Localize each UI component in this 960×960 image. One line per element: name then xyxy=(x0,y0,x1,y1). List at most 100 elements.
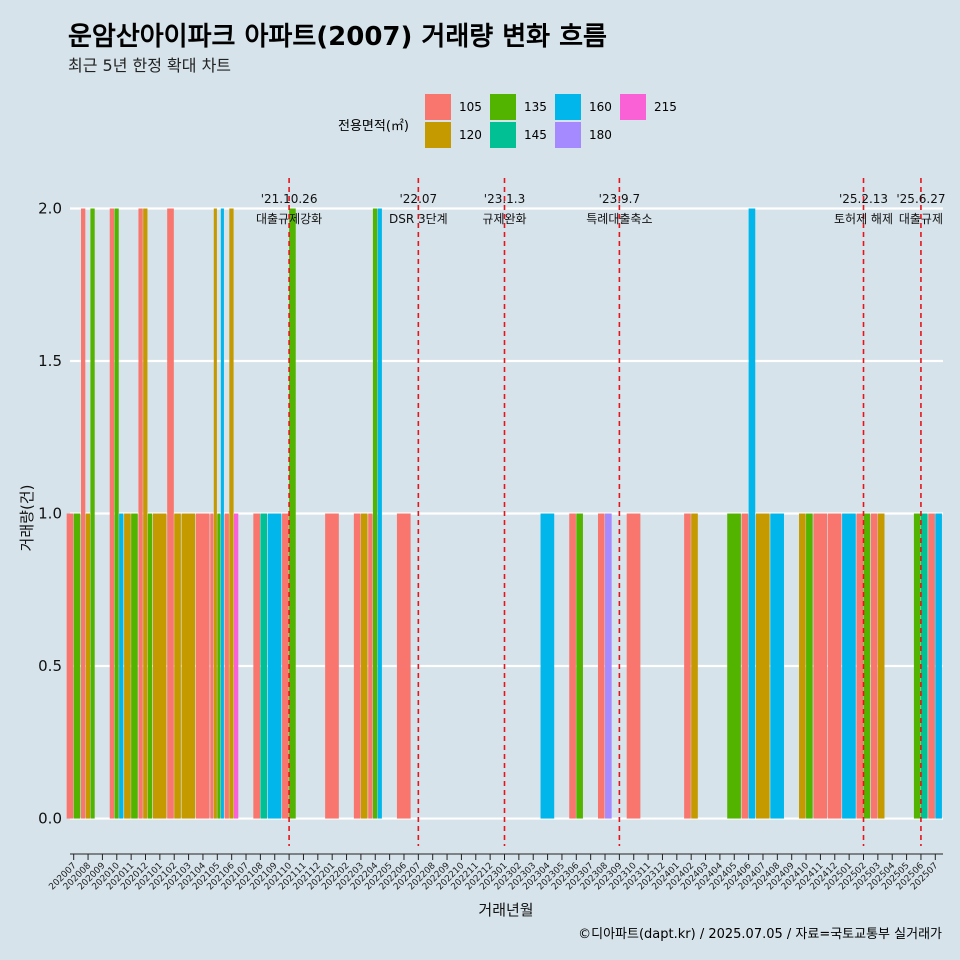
y-tick-label: 1.0 xyxy=(38,505,62,523)
bar xyxy=(928,513,935,819)
bar xyxy=(282,513,289,819)
bar xyxy=(73,513,81,819)
bar xyxy=(124,513,131,819)
bar xyxy=(748,208,756,819)
bar xyxy=(147,513,153,819)
bar xyxy=(913,513,921,819)
bar xyxy=(114,208,119,819)
bar xyxy=(210,513,214,819)
event-date-label: '25.6.27 xyxy=(896,192,945,206)
legend-swatch xyxy=(490,94,516,120)
bar xyxy=(138,208,143,819)
bar xyxy=(368,513,373,819)
event-date-label: '25.2.13 xyxy=(839,192,888,206)
legend-label: 120 xyxy=(459,128,482,142)
legend-item: 135 xyxy=(490,94,547,120)
bar xyxy=(260,513,268,819)
bar xyxy=(396,513,411,819)
bar xyxy=(806,513,813,819)
bar xyxy=(770,513,784,819)
y-tick-label: 1.5 xyxy=(38,352,62,370)
bar xyxy=(727,513,741,819)
bar xyxy=(870,513,878,819)
bar xyxy=(605,513,612,819)
bar xyxy=(229,208,234,819)
legend-item: 215 xyxy=(620,94,677,120)
source-caption: ©디아파트(dapt.kr) / 2025.07.05 / 자료=국토교통부 실… xyxy=(578,927,942,942)
legend-label: 215 xyxy=(654,100,677,114)
chart-title: 운암산아이파크 아파트(2007) 거래량 변화 흐름 xyxy=(68,22,607,52)
bar xyxy=(195,513,210,819)
bar xyxy=(234,513,239,819)
bar xyxy=(181,513,196,819)
bar xyxy=(813,513,828,819)
bar xyxy=(267,513,282,819)
legend-label: 160 xyxy=(589,100,612,114)
chart-subtitle: 최근 5년 한정 확대 차트 xyxy=(68,56,232,75)
event-label: DSR 3단계 xyxy=(389,212,448,226)
legend-item: 145 xyxy=(490,122,547,148)
bar xyxy=(174,513,181,819)
bar xyxy=(540,513,555,819)
bar xyxy=(289,208,296,819)
bar xyxy=(920,513,928,819)
bar xyxy=(755,513,770,819)
bar xyxy=(377,208,382,819)
bar xyxy=(576,513,583,819)
bar xyxy=(799,513,806,819)
bar xyxy=(109,208,115,819)
bar xyxy=(877,513,885,819)
y-tick-label: 0.0 xyxy=(38,810,62,828)
bar xyxy=(684,513,691,819)
bar xyxy=(167,208,174,819)
event-label: 토허제 해제 xyxy=(834,212,893,226)
bar xyxy=(90,208,95,819)
bar xyxy=(597,513,605,819)
bar xyxy=(827,513,842,819)
legend-swatch xyxy=(425,94,451,120)
legend-swatch xyxy=(620,94,646,120)
bar xyxy=(143,208,148,819)
legend-label: 135 xyxy=(524,100,547,114)
bar xyxy=(85,513,91,819)
x-axis-title: 거래년월 xyxy=(478,901,533,919)
legend-label: 145 xyxy=(524,128,547,142)
bar xyxy=(217,513,221,819)
bar xyxy=(119,513,124,819)
bar xyxy=(626,513,641,819)
legend-label: 105 xyxy=(459,100,482,114)
bar xyxy=(220,208,224,819)
bar xyxy=(224,513,229,819)
event-label: 특례대출축소 xyxy=(586,212,652,226)
bar xyxy=(353,513,361,819)
bar xyxy=(372,208,378,819)
legend-item: 180 xyxy=(555,122,612,148)
y-axis-title: 거래량(건) xyxy=(18,485,36,552)
legend-swatch xyxy=(490,122,516,148)
bar xyxy=(213,208,217,819)
legend-swatch xyxy=(425,122,451,148)
event-label: 규제완화 xyxy=(482,212,526,226)
event-date-label: '21.10.26 xyxy=(261,192,318,206)
legend-item: 160 xyxy=(555,94,612,120)
event-date-label: '23.1.3 xyxy=(484,192,525,206)
bar xyxy=(325,513,339,819)
bar xyxy=(66,513,74,819)
bar xyxy=(569,513,576,819)
bar xyxy=(360,513,368,819)
legend-item: 105 xyxy=(425,94,482,120)
bar xyxy=(842,513,856,819)
bar xyxy=(863,513,871,819)
bar xyxy=(935,513,942,819)
bar xyxy=(741,513,749,819)
event-label: 대출규제강화 xyxy=(256,212,322,226)
legend-label: 180 xyxy=(589,128,612,142)
bar xyxy=(81,208,86,819)
legend-swatch xyxy=(555,94,581,120)
event-label: 대출규제 xyxy=(899,212,943,226)
bar xyxy=(691,513,698,819)
y-tick-label: 2.0 xyxy=(38,200,62,218)
legend-swatch xyxy=(555,122,581,148)
